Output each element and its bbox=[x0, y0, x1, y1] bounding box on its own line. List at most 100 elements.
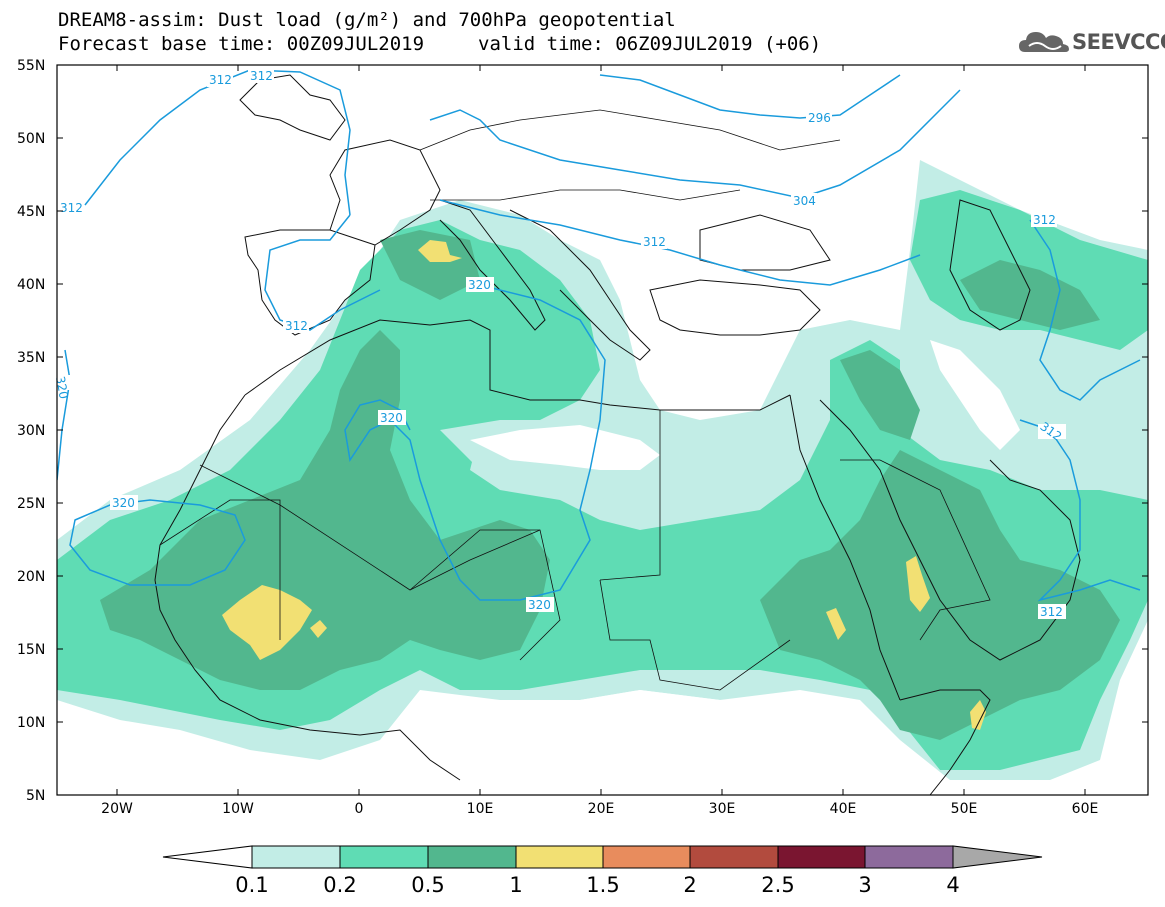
coast-horn bbox=[899, 689, 991, 795]
lat-label: 50N bbox=[17, 131, 45, 147]
dust-area-dark-mesopotamia bbox=[840, 350, 920, 440]
contour-label: 320 bbox=[466, 277, 494, 292]
contour-label: 320 bbox=[53, 375, 71, 400]
svg-text:320: 320 bbox=[528, 598, 551, 612]
lon-labels: 20W 10W 0 10E 20E 30E 40E 50E 60E bbox=[101, 801, 1098, 817]
colorbar-labels: 0.1 0.2 0.5 1 1.5 2 2.5 3 4 bbox=[235, 873, 959, 897]
lat-label: 30N bbox=[17, 423, 45, 439]
contour-label: 296 bbox=[806, 110, 832, 125]
contour-labels: 312 312 312 312 296 304 312 320 312 320 … bbox=[53, 68, 1066, 619]
colorbar-cell bbox=[689, 845, 779, 869]
coast-nafrica bbox=[244, 319, 791, 411]
lon-label: 0 bbox=[355, 801, 364, 817]
colorbar-left-arrow bbox=[162, 845, 253, 869]
coast-west-africa bbox=[154, 394, 461, 781]
svg-text:312: 312 bbox=[250, 69, 273, 83]
contour-312-balkans bbox=[439, 199, 921, 286]
lat-label: 5N bbox=[26, 788, 45, 804]
svg-text:312: 312 bbox=[1033, 213, 1056, 227]
colorbar-cell bbox=[515, 845, 604, 869]
dust-area-yellow-somalia bbox=[970, 700, 986, 730]
coast-black-sea bbox=[699, 214, 831, 271]
dust-field bbox=[57, 160, 1148, 795]
lon-ticks bbox=[116, 65, 1086, 795]
valid-time: valid time: 06Z09JUL2019 (+06) bbox=[478, 33, 822, 55]
lon-label: 20W bbox=[101, 801, 133, 817]
dust-area-dark-italy bbox=[380, 230, 480, 300]
svg-text:312: 312 bbox=[1040, 605, 1063, 619]
contour-312-iberia bbox=[264, 214, 381, 331]
border-niger-chad bbox=[409, 529, 561, 661]
logo-text: SEEVCCC bbox=[1072, 30, 1165, 54]
colorbar-label: 4 bbox=[946, 873, 959, 897]
dust-area-dark-east bbox=[760, 450, 1120, 740]
dust-area-dark-caspian bbox=[960, 260, 1100, 330]
lat-labels: 55N 50N 45N 40N 35N 30N 25N 20N 15N 10N … bbox=[17, 58, 45, 804]
dust-area-dark-west bbox=[100, 330, 550, 690]
svg-text:320: 320 bbox=[468, 278, 491, 292]
country-borders bbox=[159, 109, 991, 691]
coast-red-sea bbox=[789, 394, 901, 701]
colorbar-label: 0.1 bbox=[235, 873, 268, 897]
colorbar-cell bbox=[864, 845, 954, 869]
coast-france-uk bbox=[329, 139, 441, 246]
colorbar-cell bbox=[251, 845, 341, 869]
coastlines bbox=[154, 74, 1081, 795]
lon-label: 40E bbox=[830, 801, 857, 817]
dust-area-yellow-italy bbox=[418, 240, 462, 262]
forecast-base-time: Forecast base time: 00Z09JUL2019 bbox=[58, 33, 425, 55]
geopotential-contours bbox=[57, 69, 1141, 602]
map-title: DREAM8-assim: Dust load (g/m²) and 700hP… bbox=[58, 9, 676, 31]
coast-arabia bbox=[819, 399, 1081, 661]
colorbar-cell bbox=[777, 845, 866, 869]
coast-balkans bbox=[509, 209, 651, 361]
svg-text:320: 320 bbox=[112, 496, 135, 510]
colorbar-cell bbox=[427, 845, 517, 869]
svg-text:312: 312 bbox=[60, 201, 83, 215]
svg-text:312: 312 bbox=[285, 319, 308, 333]
dust-area-yellow-mali bbox=[222, 585, 312, 660]
svg-text:312: 312 bbox=[643, 235, 666, 249]
border-sudan bbox=[599, 579, 791, 691]
contour-312-gulf bbox=[1019, 419, 1141, 602]
contour-320-west bbox=[69, 499, 246, 586]
dust-area-yellow-saudi bbox=[906, 556, 930, 612]
lat-label: 35N bbox=[17, 350, 45, 366]
colorbar-label: 1 bbox=[509, 873, 522, 897]
contour-320-mid bbox=[344, 284, 606, 601]
border-mauritania bbox=[159, 499, 281, 640]
colorbar bbox=[162, 845, 1043, 869]
contour-label: 320 bbox=[110, 495, 138, 510]
lon-label: 20E bbox=[588, 801, 615, 817]
clear-area-sahel bbox=[560, 690, 760, 795]
lat-label: 15N bbox=[17, 642, 45, 658]
lon-label: 50E bbox=[951, 801, 978, 817]
svg-text:304: 304 bbox=[793, 194, 816, 208]
contour-320-far-west bbox=[57, 349, 71, 481]
contour-label: 312 bbox=[283, 318, 309, 333]
svg-text:320: 320 bbox=[380, 411, 403, 425]
lat-label: 20N bbox=[17, 569, 45, 585]
clear-area-iran bbox=[930, 340, 1020, 450]
colorbar-cell bbox=[602, 845, 691, 869]
colorbar-label: 2.5 bbox=[761, 873, 794, 897]
border-eu-1 bbox=[419, 109, 841, 151]
contour-label: 312 bbox=[58, 200, 84, 215]
colorbar-label: 0.5 bbox=[411, 873, 444, 897]
colorbar-label: 1.5 bbox=[586, 873, 619, 897]
contour-label: 320 bbox=[378, 410, 406, 425]
lon-label: 60E bbox=[1072, 801, 1099, 817]
lon-label: 30E bbox=[709, 801, 736, 817]
colorbar-label: 2 bbox=[683, 873, 696, 897]
lat-ticks bbox=[57, 64, 1148, 796]
lat-label: 10N bbox=[17, 715, 45, 731]
border-libya-egypt bbox=[599, 410, 661, 581]
clear-area-egypt bbox=[470, 425, 660, 470]
coast-turkey bbox=[649, 279, 821, 336]
contour-label: 312 bbox=[248, 68, 274, 83]
seevccc-logo: SEEVCCC bbox=[1017, 24, 1165, 60]
svg-text:320: 320 bbox=[53, 375, 71, 400]
lat-label: 45N bbox=[17, 204, 45, 220]
cloud-icon bbox=[1019, 32, 1069, 52]
